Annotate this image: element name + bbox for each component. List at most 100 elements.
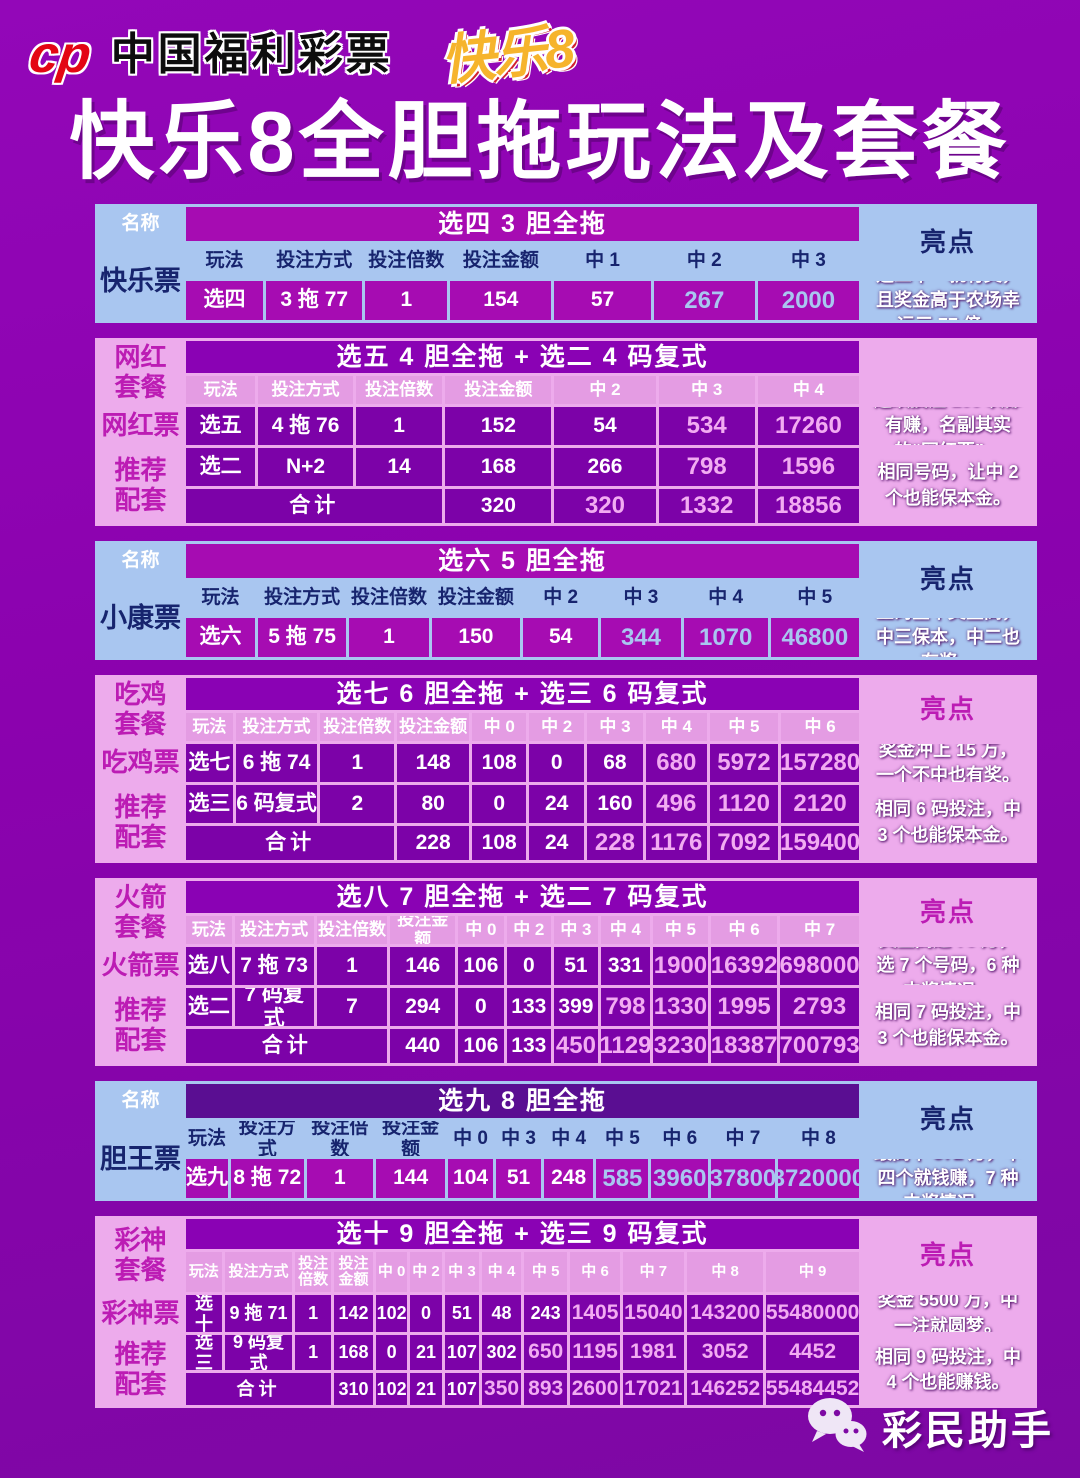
- total-value-cell: 18387: [711, 1029, 778, 1063]
- value-cell: 107: [444, 1335, 480, 1370]
- value-cell: 21: [410, 1335, 442, 1370]
- row-label: 火箭 套餐: [98, 881, 183, 944]
- total-label: 合计: [186, 1029, 388, 1063]
- value-cell: 798: [658, 448, 755, 486]
- value-cell: 9 码复式: [224, 1335, 293, 1370]
- value-cell: 0: [375, 1335, 408, 1370]
- total-value-cell: 24: [529, 826, 584, 860]
- value-cell: 168: [445, 448, 552, 486]
- total-value-cell: 893: [524, 1373, 568, 1405]
- total-value-cell: 350: [482, 1373, 521, 1405]
- value-cell: 24: [529, 785, 584, 823]
- value-cell: 302: [482, 1335, 521, 1370]
- highlight-header: 亮点: [862, 881, 1034, 944]
- value-cell: 1596: [757, 448, 859, 486]
- total-value-cell: 55484452: [766, 1373, 859, 1405]
- column-header: 玩法: [186, 376, 256, 404]
- total-value-cell: 2600: [570, 1373, 620, 1405]
- value-cell: 7 拖 73: [234, 947, 314, 985]
- value-cell: 680: [645, 744, 707, 782]
- total-value-cell: 18856: [757, 489, 859, 523]
- value-cell: 3052: [687, 1335, 764, 1370]
- value-cell: 选二: [186, 448, 256, 486]
- value-cell: 344: [601, 618, 681, 657]
- value-cell: 331: [600, 947, 650, 985]
- row-label: 胆王票: [98, 1121, 183, 1198]
- total-value-cell: 700793: [780, 1029, 859, 1063]
- column-header: 中 4: [482, 1252, 521, 1292]
- column-header: 投注金额: [450, 244, 552, 278]
- total-value-cell: 1129: [600, 1029, 650, 1063]
- column-header: 投注金额: [431, 581, 521, 615]
- highlight-note: 相同 9 码投注，中 4 个也能赚钱。: [862, 1335, 1034, 1405]
- highlight-note: 相同 7 码投注，中 3 个也能保本金。: [862, 988, 1034, 1063]
- value-cell: 51: [553, 947, 598, 985]
- value-cell: 1330: [652, 988, 708, 1026]
- column-header: 玩法: [186, 713, 233, 741]
- column-header: 中 0: [458, 916, 504, 944]
- value-cell: 108: [471, 744, 527, 782]
- row-label: 网红 套餐: [98, 341, 183, 404]
- highlight-header: 亮点: [862, 207, 1034, 278]
- value-cell: 243: [524, 1295, 568, 1332]
- total-value-cell: 228: [586, 826, 643, 860]
- highlight-header: 亮点: [862, 1219, 1034, 1292]
- total-value-cell: 106: [458, 1029, 504, 1063]
- column-header: 中 3: [496, 1121, 541, 1156]
- name-column-header: 名称: [98, 1084, 183, 1118]
- column-header: 投注方式: [224, 1252, 293, 1292]
- value-cell: 157280: [781, 744, 859, 782]
- value-cell: 650: [524, 1335, 568, 1370]
- value-cell: 2793: [780, 988, 859, 1026]
- value-cell: 1405: [570, 1295, 620, 1332]
- highlight-header: 亮点: [862, 1084, 1034, 1156]
- table-title: 选九 8 胆全拖: [186, 1084, 859, 1118]
- value-cell: 294: [390, 988, 456, 1026]
- column-header: 投注金额: [445, 376, 552, 404]
- value-cell: 1981: [622, 1335, 685, 1370]
- row-label: 推荐 配套: [98, 1335, 183, 1405]
- value-cell: 选十: [186, 1295, 222, 1332]
- total-value-cell: 17021: [622, 1373, 685, 1405]
- highlight-note: 奖金 5500 万，中一注就圆梦。: [862, 1295, 1034, 1332]
- total-value-cell: 440: [390, 1029, 456, 1063]
- value-cell: 102: [375, 1295, 408, 1332]
- table-title: 选七 6 胆全拖 + 选三 6 码复式: [186, 678, 859, 710]
- column-header: 中 8: [777, 1121, 859, 1156]
- column-header: 中 6: [711, 916, 778, 944]
- value-cell: 2000: [757, 281, 859, 320]
- table-title: 选十 9 胆全拖 + 选三 9 码复式: [186, 1219, 859, 1249]
- total-value-cell: 320: [554, 489, 656, 523]
- table-title: 选五 4 胆全拖 + 选二 4 码复式: [186, 341, 859, 373]
- column-header: 投注金额: [334, 1252, 373, 1292]
- value-cell: 68: [586, 744, 643, 782]
- value-cell: 55480000: [766, 1295, 859, 1332]
- total-value-cell: 3230: [652, 1029, 708, 1063]
- column-header: 中 2: [506, 916, 551, 944]
- column-header: 投注倍数: [306, 1121, 374, 1156]
- total-value-cell: 133: [506, 1029, 551, 1063]
- kuaile8-logo-icon: 快乐8: [437, 18, 576, 92]
- column-header: 中 3: [757, 244, 859, 278]
- column-header: 中 0: [471, 713, 527, 741]
- value-cell: 154: [450, 281, 552, 320]
- value-cell: 51: [444, 1295, 480, 1332]
- value-cell: 698000: [780, 947, 859, 985]
- column-header: 中 7: [622, 1252, 685, 1292]
- total-value-cell: 159400: [781, 826, 859, 860]
- column-header: 中 4: [757, 376, 859, 404]
- value-cell: 46800: [770, 618, 859, 657]
- row-label: 推荐 配套: [98, 448, 183, 523]
- value-cell: 160: [586, 785, 643, 823]
- total-label: 合计: [186, 489, 443, 523]
- value-cell: 80: [397, 785, 469, 823]
- value-cell: 选四: [186, 281, 264, 320]
- value-cell: 57: [554, 281, 651, 320]
- total-value-cell: 320: [445, 489, 552, 523]
- table-title: 选四 3 胆全拖: [186, 207, 859, 241]
- value-cell: 7: [316, 988, 388, 1026]
